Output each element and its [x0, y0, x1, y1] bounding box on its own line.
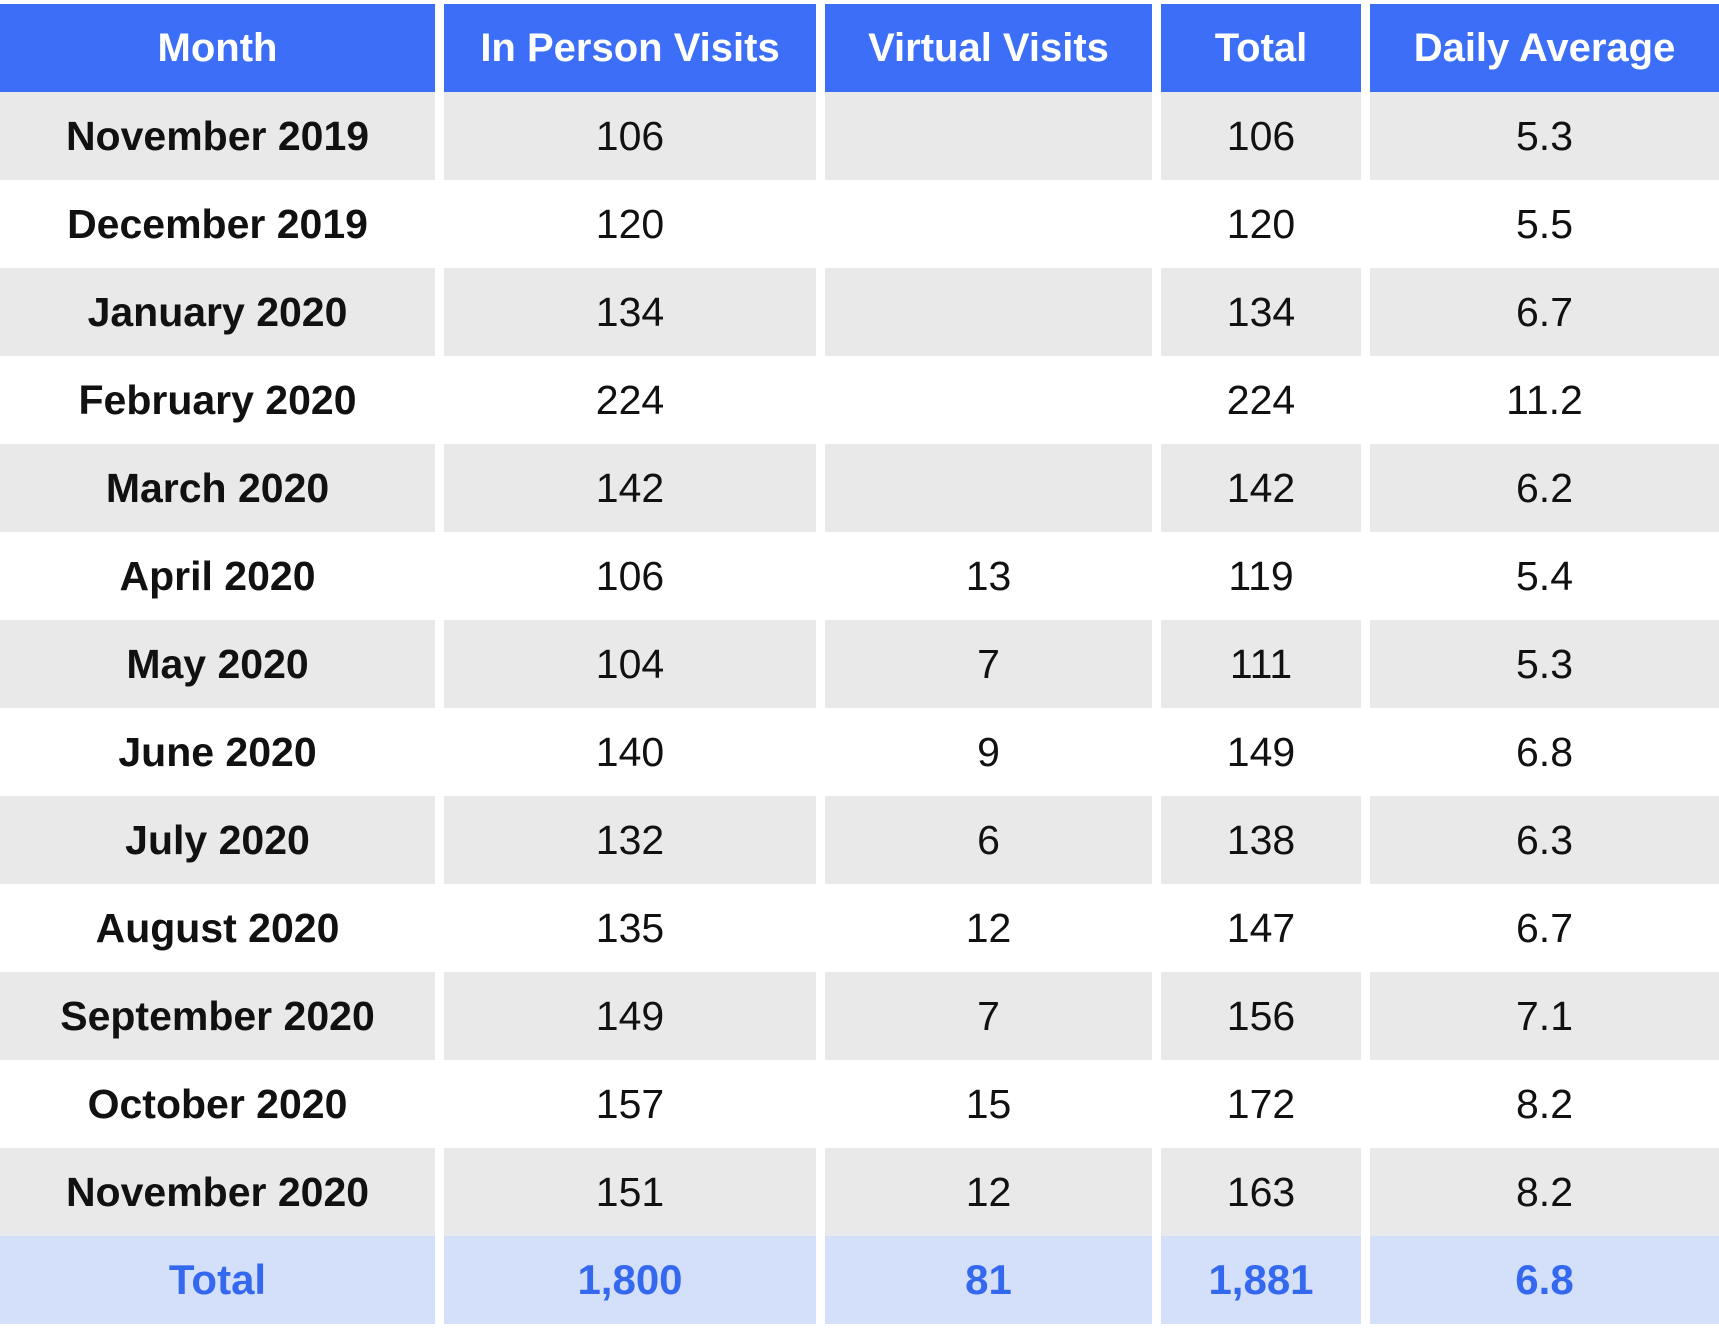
total-cell: 163 — [1161, 1148, 1361, 1236]
table-row: June 2020 140 9 149 6.8 — [0, 708, 1719, 796]
daily-average-cell: 6.7 — [1370, 884, 1719, 972]
month-cell: October 2020 — [0, 1060, 435, 1148]
header-virtual-visits: Virtual Visits — [825, 4, 1152, 92]
virtual-cell: 9 — [825, 708, 1152, 796]
total-virtual-cell: 81 — [825, 1236, 1152, 1324]
virtual-cell: 7 — [825, 620, 1152, 708]
daily-average-cell: 8.2 — [1370, 1060, 1719, 1148]
total-cell: 120 — [1161, 180, 1361, 268]
header-in-person-visits: In Person Visits — [444, 4, 816, 92]
month-cell: November 2020 — [0, 1148, 435, 1236]
total-daily-average-cell: 6.8 — [1370, 1236, 1719, 1324]
virtual-cell: 12 — [825, 1148, 1152, 1236]
daily-average-cell: 6.8 — [1370, 708, 1719, 796]
month-cell: November 2019 — [0, 92, 435, 180]
total-cell: 119 — [1161, 532, 1361, 620]
total-in-person-cell: 1,800 — [444, 1236, 816, 1324]
daily-average-cell: 5.5 — [1370, 180, 1719, 268]
total-cell: 149 — [1161, 708, 1361, 796]
in-person-cell: 142 — [444, 444, 816, 532]
header-daily-average: Daily Average — [1370, 4, 1719, 92]
total-cell: 156 — [1161, 972, 1361, 1060]
in-person-cell: 224 — [444, 356, 816, 444]
daily-average-cell: 11.2 — [1370, 356, 1719, 444]
total-cell: 111 — [1161, 620, 1361, 708]
month-cell: February 2020 — [0, 356, 435, 444]
table-row: August 2020 135 12 147 6.7 — [0, 884, 1719, 972]
table-header-row: Month In Person Visits Virtual Visits To… — [0, 4, 1719, 92]
in-person-cell: 106 — [444, 92, 816, 180]
daily-average-cell: 6.2 — [1370, 444, 1719, 532]
month-cell: September 2020 — [0, 972, 435, 1060]
table-row: May 2020 104 7 111 5.3 — [0, 620, 1719, 708]
table-total-row: Total 1,800 81 1,881 6.8 — [0, 1236, 1719, 1324]
total-cell: 106 — [1161, 92, 1361, 180]
daily-average-cell: 5.3 — [1370, 92, 1719, 180]
total-cell: 142 — [1161, 444, 1361, 532]
in-person-cell: 134 — [444, 268, 816, 356]
virtual-cell — [825, 268, 1152, 356]
month-cell: May 2020 — [0, 620, 435, 708]
table-row: July 2020 132 6 138 6.3 — [0, 796, 1719, 884]
in-person-cell: 120 — [444, 180, 816, 268]
in-person-cell: 149 — [444, 972, 816, 1060]
total-cell: 134 — [1161, 268, 1361, 356]
daily-average-cell: 8.2 — [1370, 1148, 1719, 1236]
virtual-cell: 13 — [825, 532, 1152, 620]
table-row: April 2020 106 13 119 5.4 — [0, 532, 1719, 620]
virtual-cell — [825, 92, 1152, 180]
month-cell: January 2020 — [0, 268, 435, 356]
header-month: Month — [0, 4, 435, 92]
month-cell: July 2020 — [0, 796, 435, 884]
table-row: November 2019 106 106 5.3 — [0, 92, 1719, 180]
daily-average-cell: 6.7 — [1370, 268, 1719, 356]
virtual-cell: 6 — [825, 796, 1152, 884]
in-person-cell: 106 — [444, 532, 816, 620]
total-cell: 224 — [1161, 356, 1361, 444]
month-cell: June 2020 — [0, 708, 435, 796]
total-cell: 172 — [1161, 1060, 1361, 1148]
daily-average-cell: 5.4 — [1370, 532, 1719, 620]
total-cell: 147 — [1161, 884, 1361, 972]
virtual-cell: 12 — [825, 884, 1152, 972]
table-row: September 2020 149 7 156 7.1 — [0, 972, 1719, 1060]
month-cell: March 2020 — [0, 444, 435, 532]
virtual-cell — [825, 356, 1152, 444]
month-cell: August 2020 — [0, 884, 435, 972]
table-row: February 2020 224 224 11.2 — [0, 356, 1719, 444]
in-person-cell: 132 — [444, 796, 816, 884]
virtual-cell — [825, 444, 1152, 532]
month-cell: December 2019 — [0, 180, 435, 268]
virtual-cell: 7 — [825, 972, 1152, 1060]
table-row: November 2020 151 12 163 8.2 — [0, 1148, 1719, 1236]
total-label-cell: Total — [0, 1236, 435, 1324]
daily-average-cell: 7.1 — [1370, 972, 1719, 1060]
total-total-cell: 1,881 — [1161, 1236, 1361, 1324]
in-person-cell: 157 — [444, 1060, 816, 1148]
virtual-cell: 15 — [825, 1060, 1152, 1148]
in-person-cell: 135 — [444, 884, 816, 972]
in-person-cell: 104 — [444, 620, 816, 708]
table-row: January 2020 134 134 6.7 — [0, 268, 1719, 356]
header-total: Total — [1161, 4, 1361, 92]
in-person-cell: 140 — [444, 708, 816, 796]
table-row: December 2019 120 120 5.5 — [0, 180, 1719, 268]
virtual-cell — [825, 180, 1152, 268]
table-row: October 2020 157 15 172 8.2 — [0, 1060, 1719, 1148]
in-person-cell: 151 — [444, 1148, 816, 1236]
daily-average-cell: 5.3 — [1370, 620, 1719, 708]
month-cell: April 2020 — [0, 532, 435, 620]
total-cell: 138 — [1161, 796, 1361, 884]
daily-average-cell: 6.3 — [1370, 796, 1719, 884]
table-row: March 2020 142 142 6.2 — [0, 444, 1719, 532]
